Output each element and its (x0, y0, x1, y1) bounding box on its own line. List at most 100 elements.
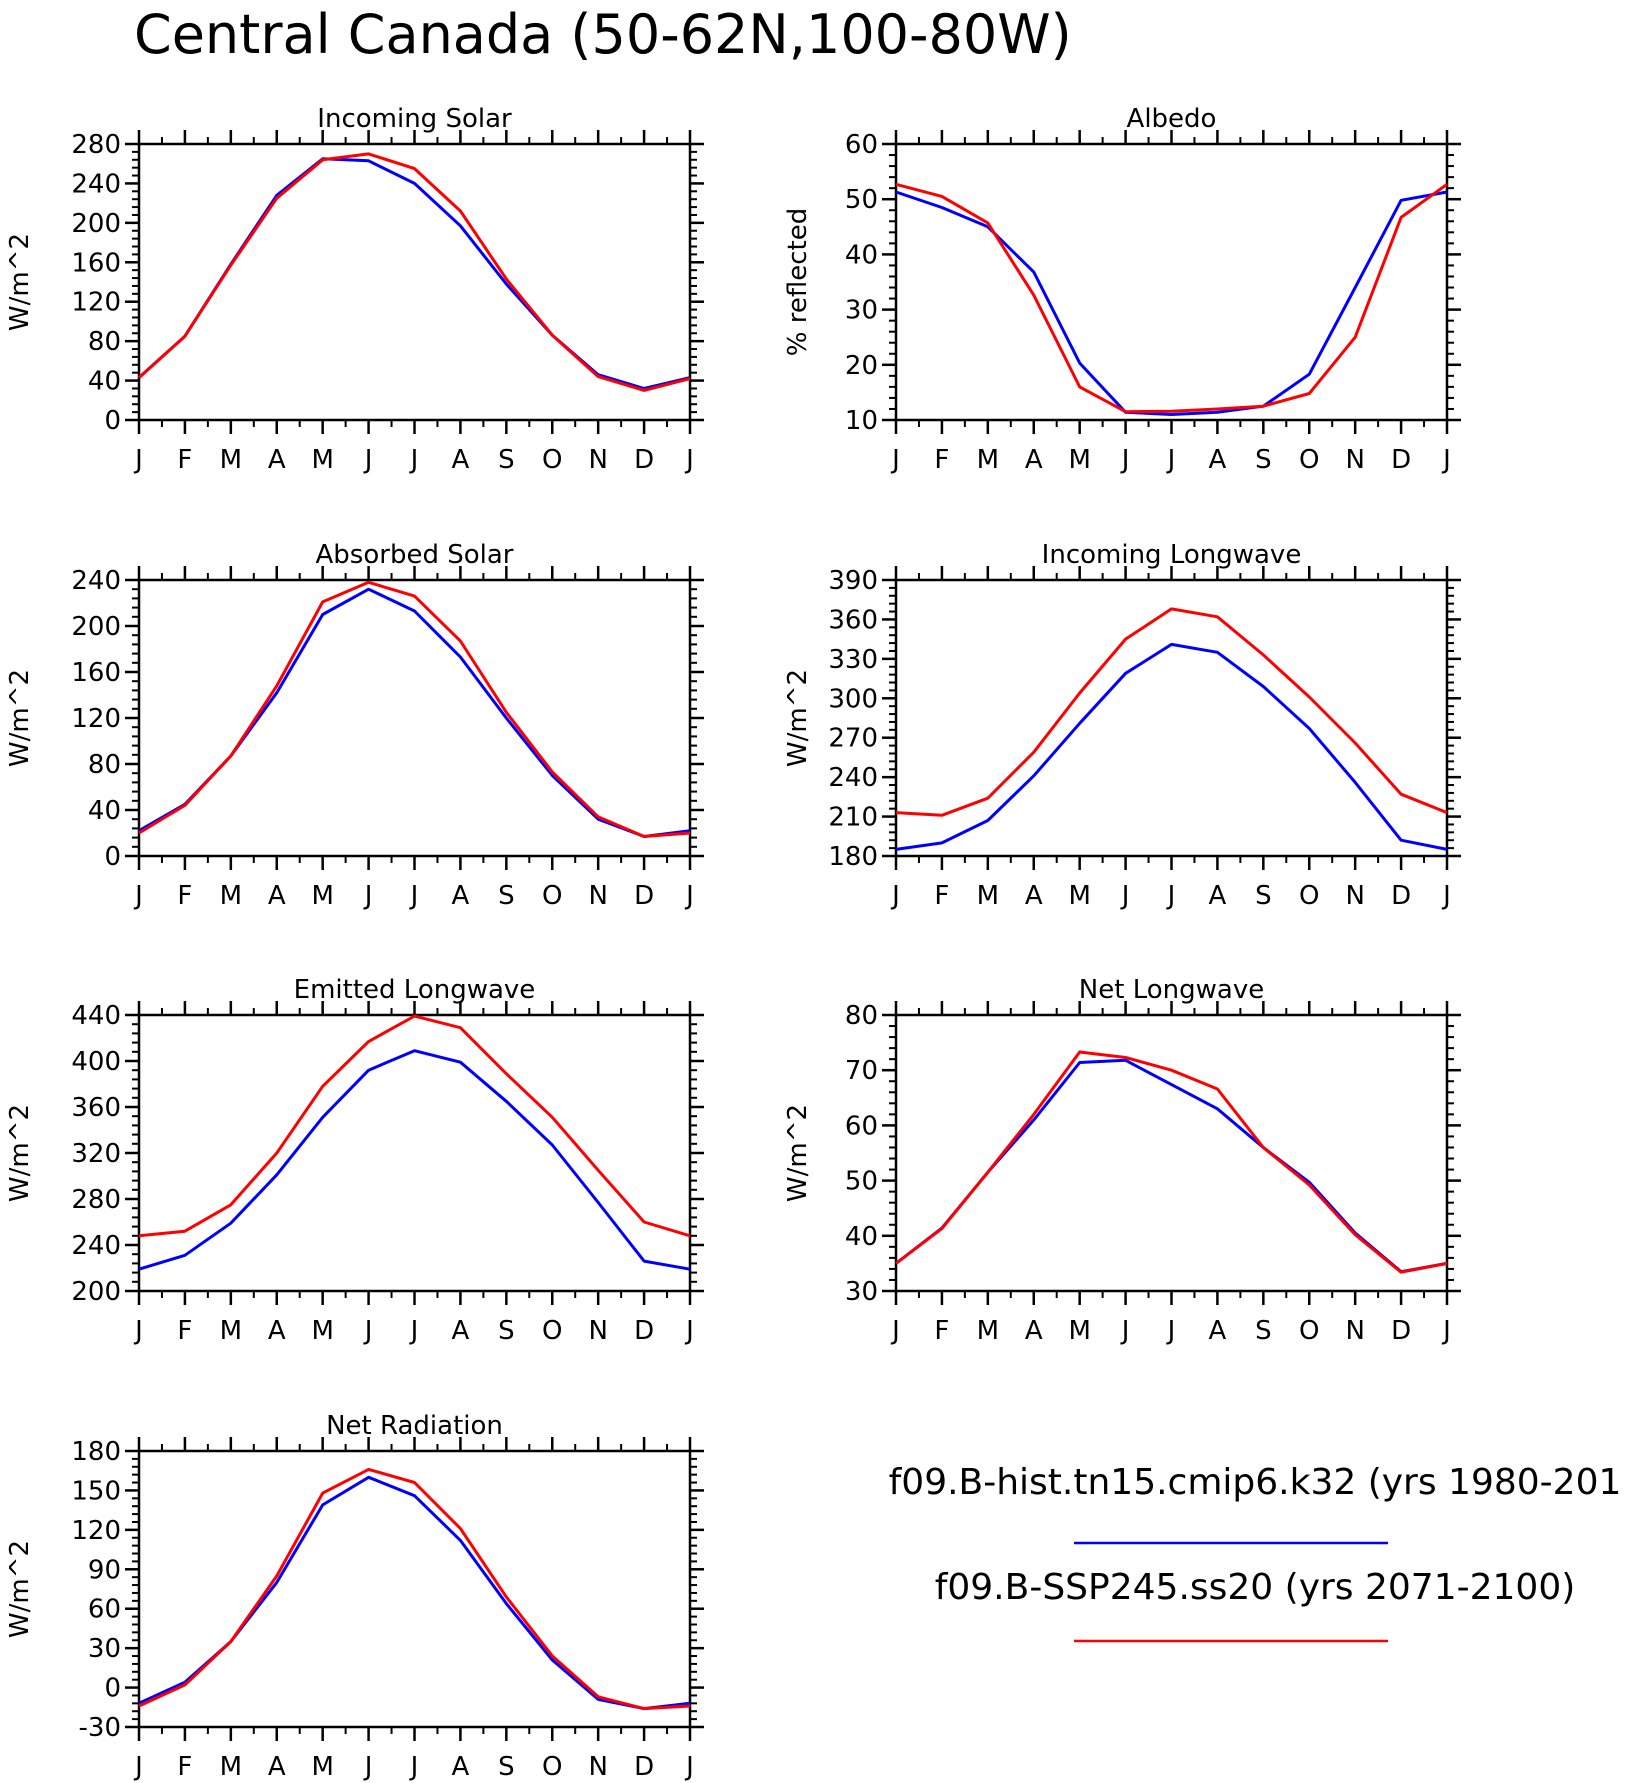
y-tick-label: 330 (828, 645, 878, 675)
x-tick-label: O (1299, 1316, 1319, 1346)
x-tick-label: M (220, 1752, 242, 1782)
plot-frame (894, 578, 1449, 858)
y-tick-label: 240 (71, 169, 121, 199)
y-tick-label: 210 (828, 803, 878, 833)
plot-frame (894, 142, 1449, 422)
x-tick-label: A (268, 881, 286, 911)
x-tick-label: A (452, 445, 470, 475)
x-tick-label: O (542, 1752, 562, 1782)
y-tick-label: 60 (845, 130, 878, 160)
main-title: Central Canada (50-62N,100-80W) (134, 3, 1072, 66)
y-tick-label: 30 (845, 1277, 878, 1307)
y-axis-label: W/m^2 (5, 1540, 35, 1638)
y-tick-label: 160 (71, 658, 121, 688)
panel-title: Emitted Longwave (294, 975, 536, 1005)
x-tick-label: D (1391, 445, 1411, 475)
y-tick-label: 20 (845, 351, 878, 381)
y-tick-label: 90 (88, 1555, 121, 1585)
x-tick-label: A (1209, 445, 1227, 475)
series-line (138, 1014, 691, 1238)
x-tick-label: A (268, 1752, 286, 1782)
x-tick-label: N (1345, 881, 1364, 911)
y-tick-label: 180 (828, 842, 878, 872)
y-tick-label: 40 (88, 367, 121, 397)
x-tick-label: N (1345, 445, 1364, 475)
y-tick-label: 120 (71, 1516, 121, 1546)
x-tick-label: A (1025, 881, 1043, 911)
x-tick-label: A (1025, 1316, 1043, 1346)
x-tick-label: S (1255, 1316, 1272, 1346)
x-tick-label: S (498, 445, 515, 475)
y-tick-label: 150 (71, 1476, 121, 1506)
x-tick-label: J (409, 1316, 419, 1346)
x-tick-label: J (133, 881, 143, 911)
x-tick-label: J (363, 445, 373, 475)
y-tick-label: 320 (71, 1139, 121, 1169)
plot-frame (137, 578, 692, 858)
x-tick-label: O (1299, 445, 1319, 475)
y-tick-label: 80 (88, 750, 121, 780)
x-tick-label: J (1441, 1316, 1451, 1346)
x-tick-label: A (1025, 445, 1043, 475)
y-tick-label: 80 (88, 327, 121, 357)
x-tick-label: J (1166, 445, 1176, 475)
x-tick-label: J (1441, 881, 1451, 911)
x-tick-label: J (684, 445, 694, 475)
y-axis-label: W/m^2 (5, 669, 35, 767)
y-tick-label: 400 (71, 1047, 121, 1077)
x-tick-label: J (409, 1752, 419, 1782)
y-tick-label: 50 (845, 1167, 878, 1197)
y-axis-label: W/m^2 (5, 233, 35, 331)
x-tick-label: J (684, 1316, 694, 1346)
x-tick-label: D (634, 1316, 654, 1346)
x-tick-label: F (177, 1316, 192, 1346)
series-line (138, 580, 691, 838)
chart-panel: J F M A M J J A S O N D J180210240270300330360390Inc… (783, 540, 1461, 911)
x-tick-label: M (220, 445, 242, 475)
x-tick-label: F (177, 1752, 192, 1782)
y-tick-label: 50 (845, 185, 878, 215)
x-tick-label: N (1345, 1316, 1364, 1346)
x-tick-label: J (1166, 1316, 1176, 1346)
x-tick-label: J (1166, 881, 1176, 911)
x-tick-label: F (934, 445, 949, 475)
x-tick-label: J (684, 881, 694, 911)
panel-title: Absorbed Solar (316, 540, 514, 570)
y-tick-label: 30 (845, 296, 878, 326)
panel-title: Net Radiation (326, 1411, 503, 1441)
y-axis-label: W/m^2 (783, 669, 813, 767)
x-tick-label: N (588, 1316, 607, 1346)
x-tick-label: S (1255, 445, 1272, 475)
y-tick-label: 280 (71, 1185, 121, 1215)
x-tick-label: A (268, 445, 286, 475)
y-tick-label: 390 (828, 566, 878, 596)
y-tick-label: 40 (845, 240, 878, 270)
x-tick-label: M (311, 445, 333, 475)
x-tick-label: J (133, 1316, 143, 1346)
x-tick-label: N (588, 881, 607, 911)
y-tick-label: 280 (71, 130, 121, 160)
x-tick-label: N (588, 1752, 607, 1782)
y-tick-label: 10 (845, 406, 878, 436)
series-line (895, 190, 1448, 416)
x-tick-label: S (498, 1316, 515, 1346)
x-tick-label: F (934, 881, 949, 911)
x-tick-label: A (452, 1316, 470, 1346)
x-tick-label: M (1068, 1316, 1090, 1346)
series-line (895, 607, 1448, 817)
x-tick-label: A (452, 1752, 470, 1782)
x-tick-label: J (133, 1752, 143, 1782)
x-tick-label: J (890, 881, 900, 911)
x-tick-label: J (1441, 445, 1451, 475)
x-tick-label: A (1209, 881, 1227, 911)
y-tick-label: 0 (104, 406, 121, 436)
x-tick-label: J (363, 1752, 373, 1782)
x-tick-label: J (409, 881, 419, 911)
series-line (138, 587, 691, 838)
y-tick-label: 120 (71, 704, 121, 734)
y-tick-label: 200 (71, 209, 121, 239)
x-tick-label: A (452, 881, 470, 911)
